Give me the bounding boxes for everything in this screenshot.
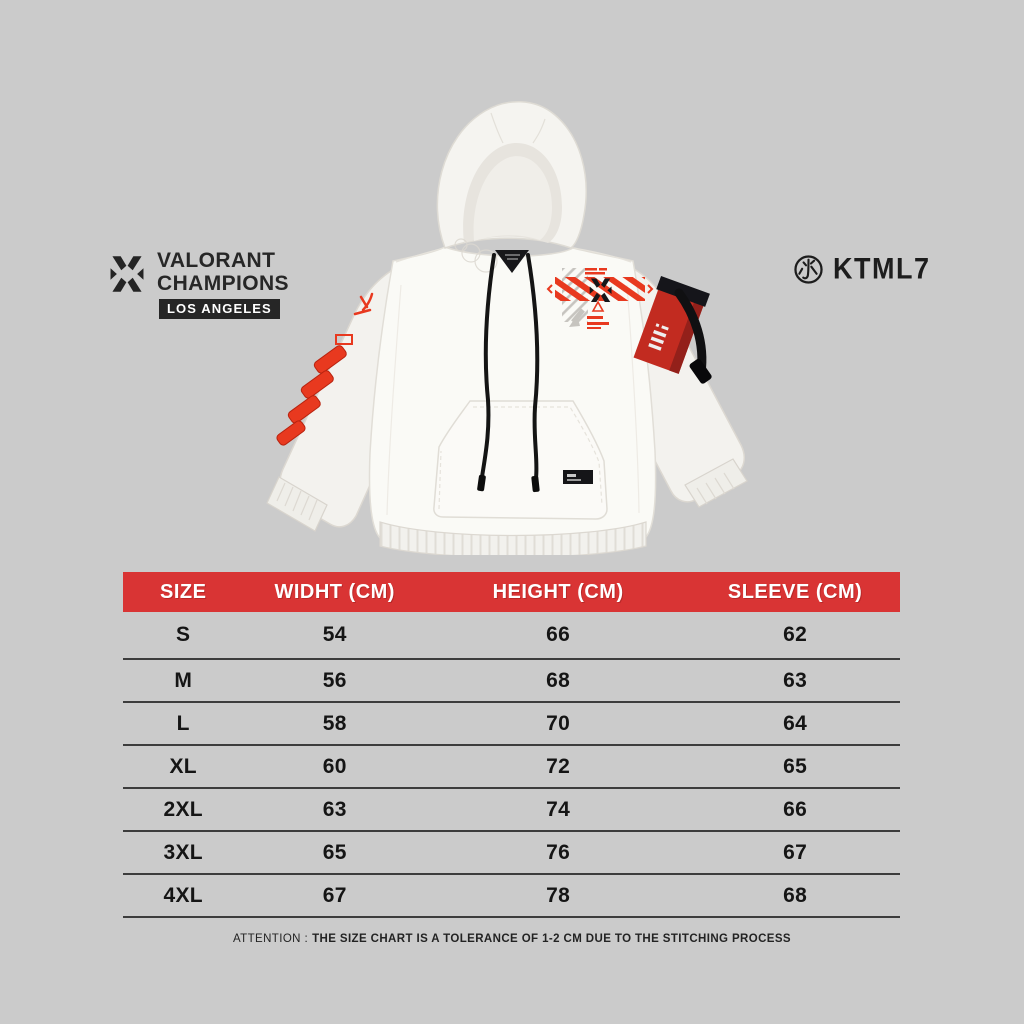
hoodie-pocket: [433, 400, 608, 520]
cell-sleeve: 63: [783, 668, 808, 692]
sleeve-stripes: [276, 292, 374, 446]
cell-sleeve: 65: [783, 754, 808, 778]
cell-size: XL: [169, 754, 197, 778]
neck-label: [495, 250, 529, 273]
column-header-sleeve: SLEEVE (CM): [727, 580, 863, 603]
cell-sleeve: 66: [783, 797, 808, 821]
table-row-2xl: 2XL 63 74 66: [123, 789, 900, 832]
table-row-xl: XL 60 72 65: [123, 746, 900, 789]
event-location-badge: LOS ANGELES: [159, 299, 280, 319]
cell-size: S: [176, 623, 191, 646]
size-chart-header: SIZE WIDHT (CM) HEIGHT (CM) SLEEVE (CM): [123, 572, 900, 612]
chest-graphic: [546, 268, 654, 329]
product-image-hoodie: [266, 100, 748, 555]
column-header-size: SIZE: [159, 580, 207, 603]
cell-height: 66: [546, 623, 571, 646]
cell-width: 65: [322, 840, 347, 864]
maker-wordmark: KTML7: [833, 252, 931, 286]
column-header-height: HEIGHT (CM): [492, 580, 624, 603]
valorant-champions-logo: VALORANT CHAMPIONS LOS ANGELES: [108, 249, 289, 319]
table-row-s: S 54 66 62: [123, 612, 900, 660]
cell-height: 68: [546, 668, 571, 692]
valorant-burst-icon: [110, 256, 144, 292]
cell-height: 72: [546, 754, 571, 778]
table-row-l: L 58 70 64: [123, 703, 900, 746]
brand-title-line2: CHAMPIONS: [157, 272, 289, 295]
cell-width: 58: [322, 711, 347, 735]
drawstrings: [477, 253, 540, 493]
attention-label: ATTENTION :: [232, 933, 309, 945]
cell-height: 70: [546, 711, 571, 735]
cell-sleeve: 62: [783, 623, 808, 646]
ice-kanji-circle-icon: [794, 255, 823, 284]
cell-width: 67: [322, 883, 347, 907]
column-header-width: WIDHT (CM): [274, 580, 395, 603]
cell-size: 2XL: [163, 797, 203, 821]
maker-logo: KTML7: [793, 252, 931, 286]
collar-trim-ornament: [454, 238, 498, 273]
pocket-label-tag: [563, 470, 593, 484]
brand-title-line1: VALORANT: [157, 249, 276, 272]
hoodie-hood: [436, 100, 587, 273]
table-row-4xl: 4XL 67 78 68: [123, 875, 900, 918]
cell-size: M: [174, 668, 193, 692]
table-row-3xl: 3XL 65 76 67: [123, 832, 900, 875]
sleeve-pocket-patch: [633, 275, 712, 384]
attention-note: ATTENTION : THE SIZE CHART IS A TOLERANCE…: [0, 933, 1024, 945]
table-row-m: M 56 68 63: [123, 660, 900, 703]
cell-width: 56: [322, 668, 347, 692]
cell-width: 54: [322, 623, 347, 646]
cell-sleeve: 64: [783, 711, 808, 735]
cell-height: 76: [546, 840, 571, 864]
cell-sleeve: 67: [783, 840, 808, 864]
cell-height: 74: [546, 797, 571, 821]
hoodie-hem: [379, 521, 647, 555]
attention-text: THE SIZE CHART IS A TOLERANCE OF 1-2 CM …: [312, 933, 792, 945]
cell-size: L: [176, 711, 190, 735]
cell-size: 4XL: [163, 883, 203, 907]
size-chart-table: SIZE WIDHT (CM) HEIGHT (CM) SLEEVE (CM) …: [123, 572, 900, 918]
size-chart-body: S 54 66 62 M 56 68 63 L 58 70 64 XL 60 7…: [123, 612, 900, 918]
cell-width: 63: [322, 797, 347, 821]
cell-height: 78: [546, 883, 571, 907]
cell-sleeve: 68: [783, 883, 808, 907]
cell-size: 3XL: [163, 840, 203, 864]
cell-width: 60: [322, 754, 347, 778]
